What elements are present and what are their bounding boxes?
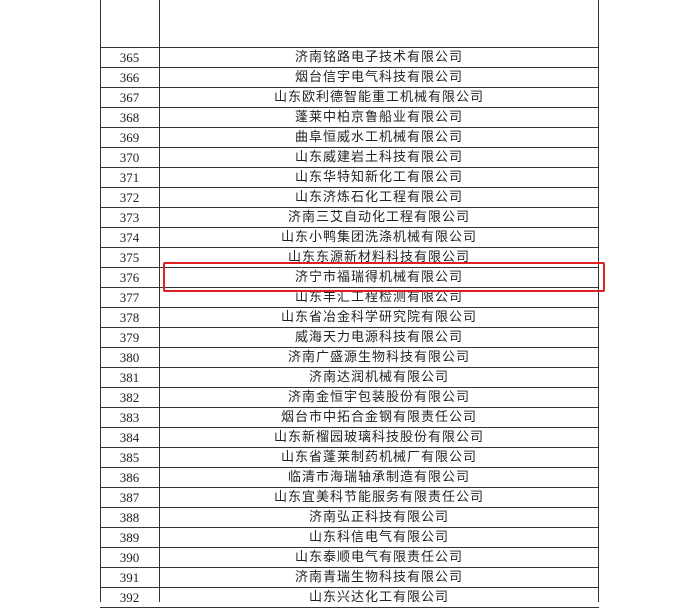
table-row: 382 济南金恒宇包装股份有限公司: [100, 388, 599, 408]
table-row: 388 济南弘正科技有限公司: [100, 508, 599, 528]
company-name: 山东丰汇工程检测有限公司: [294, 290, 463, 305]
table-row: 375 山东东源新材料科技有限公司: [100, 248, 599, 268]
row-number: 373: [119, 210, 140, 225]
company-name: 山东济炼石化工程有限公司: [294, 190, 463, 205]
table-row: 378 山东省冶金科学研究院有限公司: [100, 308, 599, 328]
table-row: 365 济南铭路电子技术有限公司: [100, 48, 599, 68]
company-name: 济宁市福瑞得机械有限公司: [294, 270, 463, 285]
row-number: 367: [119, 90, 140, 105]
company-name: 曲阜恒威水工机械有限公司: [294, 130, 463, 145]
row-number: 380: [119, 350, 140, 365]
company-name: 山东兴达化工有限公司: [308, 590, 449, 605]
company-list-table: 365 济南铭路电子技术有限公司 366 烟台信宇电气科技有限公司 367 山东欧利德智能…: [100, 47, 599, 608]
company-name: 山东华特知新化工有限公司: [294, 170, 463, 185]
row-number: 388: [119, 510, 140, 525]
table-left-border: [100, 0, 101, 602]
table-row: 383 烟台市中拓合金钢有限责任公司: [100, 408, 599, 428]
table-row: 381 济南达润机械有限公司: [100, 368, 599, 388]
table-row: 368 蓬莱中柏京鲁船业有限公司: [100, 108, 599, 128]
highlight-box: [163, 262, 605, 292]
company-name: 临清市海瑞轴承制造有限公司: [287, 470, 470, 485]
company-name: 山东小鸭集团洗涤机械有限公司: [280, 230, 477, 245]
row-number: 382: [119, 390, 140, 405]
table-row: 385 山东省蓬莱制药机械厂有限公司: [100, 448, 599, 468]
row-number: 371: [119, 170, 140, 185]
table-row: 386 临清市海瑞轴承制造有限公司: [100, 468, 599, 488]
row-number: 376: [119, 270, 140, 285]
table-row: 392 山东兴达化工有限公司: [100, 588, 599, 608]
company-name: 山东东源新材料科技有限公司: [287, 250, 470, 265]
row-number: 369: [119, 130, 140, 145]
company-name: 山东省蓬莱制药机械厂有限公司: [280, 450, 477, 465]
company-name: 山东泰顺电气有限责任公司: [294, 550, 463, 565]
table-column-divider: [159, 0, 160, 602]
table-right-border: [598, 0, 599, 602]
row-number: 389: [119, 530, 140, 545]
table-row: 390 山东泰顺电气有限责任公司: [100, 548, 599, 568]
row-number: 375: [119, 250, 140, 265]
row-number: 368: [119, 110, 140, 125]
company-name: 济南青瑞生物科技有限公司: [294, 570, 463, 585]
company-name: 山东省冶金科学研究院有限公司: [280, 310, 477, 325]
table-row: 370 山东威建岩土科技有限公司: [100, 148, 599, 168]
company-name: 烟台信宇电气科技有限公司: [294, 70, 463, 85]
table-row: 384 山东新榴园玻璃科技股份有限公司: [100, 428, 599, 448]
table-row: 380 济南广盛源生物科技有限公司: [100, 348, 599, 368]
table-row: 369 曲阜恒威水工机械有限公司: [100, 128, 599, 148]
table-row: 366 烟台信宇电气科技有限公司: [100, 68, 599, 88]
table-row: 374 山东小鸭集团洗涤机械有限公司: [100, 228, 599, 248]
row-number: 392: [119, 590, 140, 605]
row-number: 381: [119, 370, 140, 385]
company-name: 济南三艾自动化工程有限公司: [287, 210, 470, 225]
row-number: 370: [119, 150, 140, 165]
table-row: 371 山东华特知新化工有限公司: [100, 168, 599, 188]
company-name: 山东宜美科节能服务有限责任公司: [273, 490, 484, 505]
row-number: 372: [119, 190, 140, 205]
row-number: 385: [119, 450, 140, 465]
company-name: 济南金恒宇包装股份有限公司: [287, 390, 470, 405]
row-number: 374: [119, 230, 140, 245]
row-number: 378: [119, 310, 140, 325]
table-row: 376 济宁市福瑞得机械有限公司: [100, 268, 599, 288]
row-number: 384: [119, 430, 140, 445]
company-name: 济南达润机械有限公司: [308, 370, 449, 385]
company-name: 济南铭路电子技术有限公司: [294, 50, 463, 65]
table-row: 367 山东欧利德智能重工机械有限公司: [100, 88, 599, 108]
company-name: 山东科信电气有限公司: [308, 530, 449, 545]
row-number: 379: [119, 330, 140, 345]
row-number: 365: [119, 50, 140, 65]
row-number: 391: [119, 570, 140, 585]
table-row: 389 山东科信电气有限公司: [100, 528, 599, 548]
table-row: 379 威海天力电源科技有限公司: [100, 328, 599, 348]
company-name: 蓬莱中柏京鲁船业有限公司: [294, 110, 463, 125]
row-number: 390: [119, 550, 140, 565]
company-name: 山东威建岩土科技有限公司: [294, 150, 463, 165]
table-row: 372 山东济炼石化工程有限公司: [100, 188, 599, 208]
company-name: 济南广盛源生物科技有限公司: [287, 350, 470, 365]
table-row: 387 山东宜美科节能服务有限责任公司: [100, 488, 599, 508]
table-row: 391 济南青瑞生物科技有限公司: [100, 568, 599, 588]
company-name: 济南弘正科技有限公司: [308, 510, 449, 525]
row-number: 377: [119, 290, 140, 305]
row-number: 366: [119, 70, 140, 85]
company-name: 山东欧利德智能重工机械有限公司: [273, 90, 484, 105]
company-name: 烟台市中拓合金钢有限责任公司: [280, 410, 477, 425]
table-row: 377 山东丰汇工程检测有限公司: [100, 288, 599, 308]
company-name: 威海天力电源科技有限公司: [294, 330, 463, 345]
company-name: 山东新榴园玻璃科技股份有限公司: [273, 430, 484, 445]
row-number: 387: [119, 490, 140, 505]
row-number: 383: [119, 410, 140, 425]
table-row: 373 济南三艾自动化工程有限公司: [100, 208, 599, 228]
row-number: 386: [119, 470, 140, 485]
